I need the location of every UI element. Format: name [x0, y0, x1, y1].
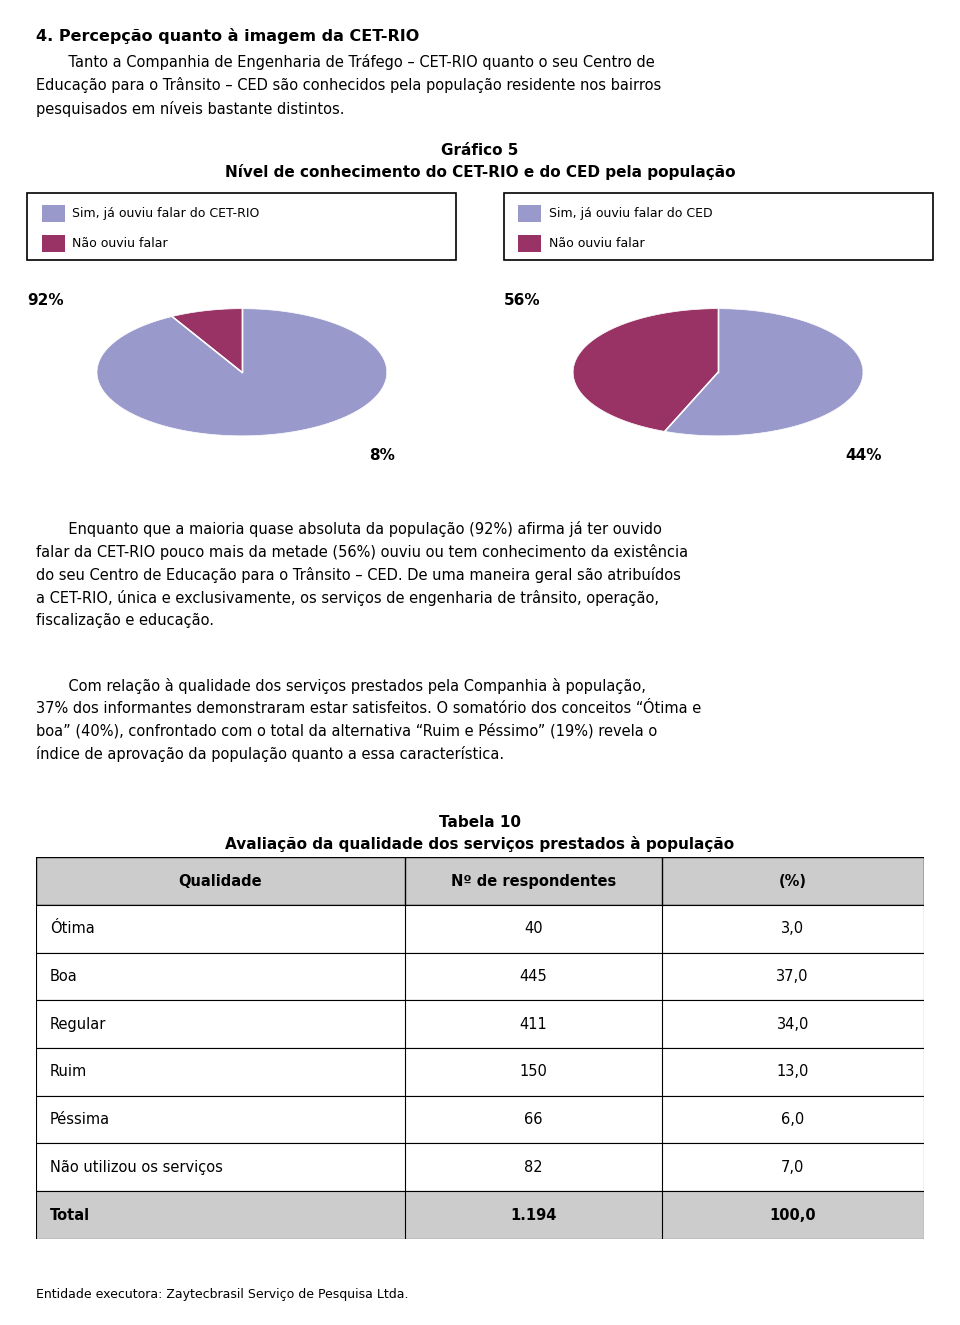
Text: 34,0: 34,0 [777, 1016, 809, 1032]
Text: Sim, já ouviu falar do CED: Sim, já ouviu falar do CED [548, 207, 712, 220]
Bar [36, 1000, 924, 1048]
Text: 411: 411 [519, 1016, 547, 1032]
Text: Sim, já ouviu falar do CET-RIO: Sim, já ouviu falar do CET-RIO [72, 207, 260, 220]
Text: Não utilizou os serviços: Não utilizou os serviços [50, 1159, 223, 1175]
Text: Nível de conhecimento do CET-RIO e do CED pela população: Nível de conhecimento do CET-RIO e do CE… [225, 164, 735, 180]
Bar [36, 857, 924, 905]
Bar [42, 205, 65, 221]
Bar [36, 1048, 924, 1096]
Text: Com relação à qualidade dos serviços prestados pela Companhia à população,
37% d: Com relação à qualidade dos serviços pre… [36, 678, 702, 762]
Bar [36, 1096, 924, 1143]
Text: 8%: 8% [370, 448, 396, 464]
Text: 92%: 92% [28, 293, 64, 307]
FancyBboxPatch shape [504, 193, 932, 260]
Bar [36, 953, 924, 1000]
Text: 1.194: 1.194 [510, 1207, 557, 1223]
Text: Tabela 10: Tabela 10 [439, 815, 521, 829]
Text: 150: 150 [519, 1064, 547, 1080]
Text: 44%: 44% [846, 448, 882, 464]
Text: Não ouviu falar: Não ouviu falar [72, 237, 168, 250]
Text: Tanto a Companhia de Engenharia de Tráfego – CET-RIO quanto o seu Centro de
Educ: Tanto a Companhia de Engenharia de Tráfe… [36, 54, 661, 117]
Text: Ótima: Ótima [50, 921, 94, 937]
Text: Ruim: Ruim [50, 1064, 87, 1080]
Bar [518, 235, 541, 252]
Text: 40: 40 [524, 921, 542, 937]
Text: Não ouviu falar: Não ouviu falar [548, 237, 644, 250]
Polygon shape [97, 309, 387, 436]
Bar [36, 905, 924, 953]
Text: 445: 445 [519, 969, 547, 984]
Text: 82: 82 [524, 1159, 542, 1175]
Polygon shape [664, 309, 863, 436]
Text: 4. Percepção quanto à imagem da CET-RIO: 4. Percepção quanto à imagem da CET-RIO [36, 28, 420, 44]
Bar [518, 205, 541, 221]
Text: 3,0: 3,0 [781, 921, 804, 937]
Text: (%): (%) [779, 873, 806, 889]
Text: 13,0: 13,0 [777, 1064, 809, 1080]
Text: Gráfico 5: Gráfico 5 [442, 143, 518, 158]
FancyBboxPatch shape [28, 193, 456, 260]
Bar [36, 1143, 924, 1191]
Text: 37,0: 37,0 [777, 969, 809, 984]
Bar [42, 235, 65, 252]
Text: Péssima: Péssima [50, 1112, 109, 1128]
Text: 66: 66 [524, 1112, 542, 1128]
Text: Nº de respondentes: Nº de respondentes [450, 873, 616, 889]
Text: Total: Total [50, 1207, 90, 1223]
Text: 7,0: 7,0 [781, 1159, 804, 1175]
Text: Enquanto que a maioria quase absoluta da população (92%) afirma já ter ouvido
fa: Enquanto que a maioria quase absoluta da… [36, 521, 688, 628]
Text: Qualidade: Qualidade [179, 873, 262, 889]
Polygon shape [573, 309, 718, 432]
Text: Boa: Boa [50, 969, 78, 984]
Bar [36, 1191, 924, 1239]
Polygon shape [172, 309, 242, 372]
Text: 6,0: 6,0 [781, 1112, 804, 1128]
Text: Avaliação da qualidade dos serviços prestados à população: Avaliação da qualidade dos serviços pres… [226, 836, 734, 852]
Text: Regular: Regular [50, 1016, 107, 1032]
Text: 100,0: 100,0 [769, 1207, 816, 1223]
Text: 56%: 56% [504, 293, 540, 307]
Text: Entidade executora: Zaytecbrasil Serviço de Pesquisa Ltda.: Entidade executora: Zaytecbrasil Serviço… [36, 1288, 409, 1301]
